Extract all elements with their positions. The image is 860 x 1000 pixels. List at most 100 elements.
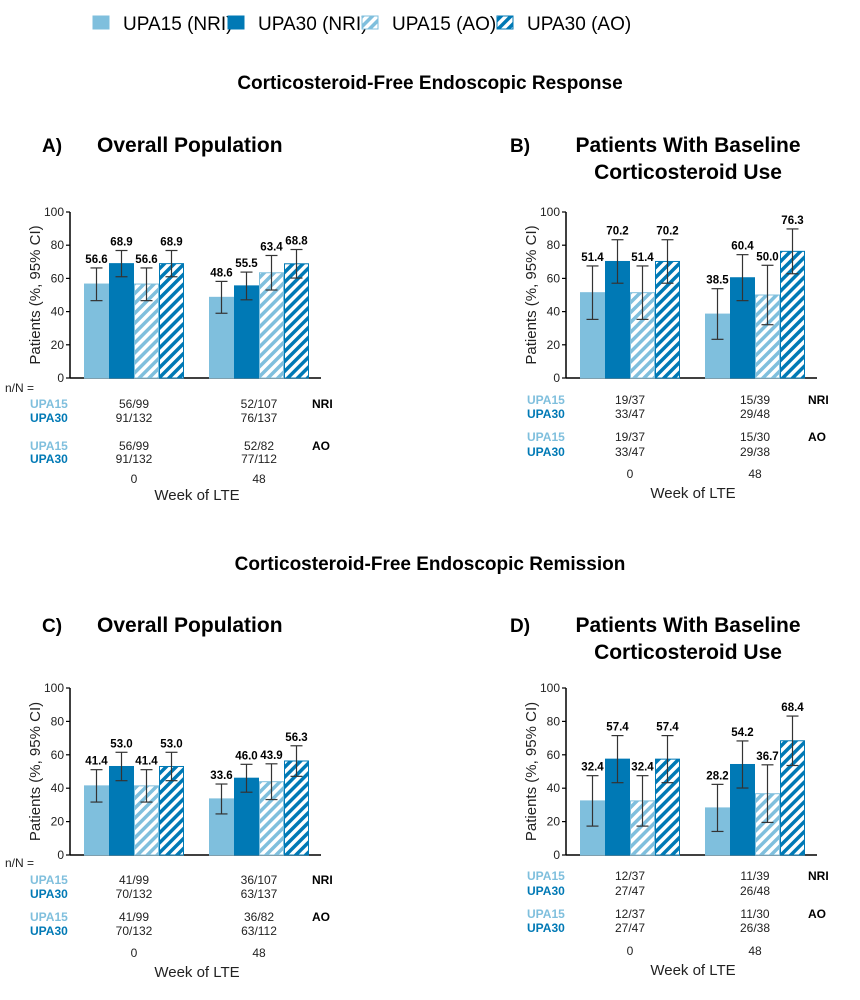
y-tick-label: 100 xyxy=(540,205,560,219)
table-cell: 11/30 xyxy=(740,907,769,921)
bar xyxy=(780,740,805,856)
table-row-label: UPA30 xyxy=(30,887,68,901)
y-tick-label: 0 xyxy=(57,371,64,385)
x-tick-label: 0 xyxy=(627,467,634,481)
y-axis-label: Patients (%, 95% CI) xyxy=(27,702,44,841)
x-tick-label: 48 xyxy=(748,944,762,958)
legend-label: UPA15 (AO) xyxy=(392,14,496,35)
panel-title: Overall Population xyxy=(97,134,283,157)
panel-b: B) Patients With Baseline Corticosteroid U… xyxy=(510,134,829,502)
panel-c: C) Overall Population 0 20 40 60 80 100Patients… xyxy=(5,614,333,981)
y-tick-label: 40 xyxy=(51,305,65,319)
table-cell: 63/112 xyxy=(241,924,277,938)
table-row-label: UPA15 xyxy=(527,907,565,921)
data-label: 41.4 xyxy=(135,756,158,768)
y-tick-label: 20 xyxy=(547,338,561,352)
table-row-label: UPA15 xyxy=(527,430,565,444)
y-tick-label: 80 xyxy=(547,238,561,252)
y-tick-label: 20 xyxy=(547,815,561,829)
y-tick-label: 0 xyxy=(553,371,560,385)
table-cell: 15/30 xyxy=(740,430,770,444)
table-cell: 33/47 xyxy=(615,407,645,421)
data-label: 63.4 xyxy=(260,241,283,253)
y-tick-label: 80 xyxy=(547,714,561,728)
x-axis-label: Week of LTE xyxy=(154,487,239,504)
data-label: 70.2 xyxy=(656,226,678,238)
y-tick-label: 40 xyxy=(51,781,65,795)
y-tick-label: 100 xyxy=(44,681,64,695)
table-row-label: UPA15 xyxy=(30,397,68,411)
panel-label: D) xyxy=(510,616,530,637)
data-label: 43.9 xyxy=(260,750,282,762)
data-label: 76.3 xyxy=(781,215,803,227)
data-label: 51.4 xyxy=(581,252,604,264)
y-tick-label: 60 xyxy=(547,748,561,762)
legend-label: UPA30 (AO) xyxy=(527,14,631,35)
table-cell: 52/107 xyxy=(241,397,278,411)
data-label: 56.3 xyxy=(285,732,307,744)
panel-label: C) xyxy=(42,616,62,637)
y-tick-label: 60 xyxy=(51,748,65,762)
y-tick-label: 80 xyxy=(51,238,65,252)
x-axis-label: Week of LTE xyxy=(154,964,239,981)
panel-title: Corticosteroid Use xyxy=(594,161,782,184)
table-cell: 33/47 xyxy=(615,445,645,459)
panel-a: A) Overall Population 0 20 40 60 80 100Patients… xyxy=(5,134,333,504)
nri-label: NRI xyxy=(312,873,333,887)
data-label: 46.0 xyxy=(235,750,257,762)
y-tick-label: 40 xyxy=(547,305,561,319)
data-label: 54.2 xyxy=(731,727,753,739)
legend: UPA15 (NRI) UPA30 (NRI) UPA15 (AO) UPA30 (A… xyxy=(92,14,631,35)
y-axis-label: Patients (%, 95% CI) xyxy=(27,225,44,364)
data-label: 60.4 xyxy=(731,241,754,253)
table-row-label: UPA15 xyxy=(30,439,68,453)
x-tick-label: 48 xyxy=(252,946,266,960)
bar xyxy=(234,285,259,379)
table-row-label: UPA30 xyxy=(527,445,565,459)
nri-label: NRI xyxy=(808,869,829,883)
table-row-label: UPA15 xyxy=(527,869,565,883)
bar xyxy=(234,777,259,856)
data-label: 50.0 xyxy=(756,251,778,263)
ao-label: AO xyxy=(312,910,330,924)
y-axis-label: Patients (%, 95% CI) xyxy=(523,225,540,364)
data-label: 53.0 xyxy=(110,738,132,750)
table-row-label: UPA30 xyxy=(30,452,68,466)
data-label: 48.6 xyxy=(210,267,232,279)
table-cell: 19/37 xyxy=(615,430,645,444)
data-label: 38.5 xyxy=(706,275,729,287)
x-tick-label: 48 xyxy=(748,467,762,481)
table-cell: 29/48 xyxy=(740,407,770,421)
ao-label: AO xyxy=(312,439,330,453)
x-axis-label: Week of LTE xyxy=(650,485,735,502)
table-cell: 15/39 xyxy=(740,393,770,407)
table-cell: 91/132 xyxy=(116,411,153,425)
panel-d: D) Patients With Baseline Corticosteroid U… xyxy=(510,614,829,979)
table-row-label: UPA15 xyxy=(30,910,68,924)
table-row-label: UPA15 xyxy=(527,393,565,407)
table-cell: 26/38 xyxy=(740,921,770,935)
legend-swatch xyxy=(496,15,514,30)
table-cell: 12/37 xyxy=(615,907,645,921)
data-label: 56.6 xyxy=(85,254,107,266)
panel-title: Patients With Baseline xyxy=(575,134,800,157)
table-cell: 36/107 xyxy=(241,873,278,887)
y-tick-label: 60 xyxy=(547,271,561,285)
table-cell: 76/137 xyxy=(241,411,278,425)
data-label: 57.4 xyxy=(656,722,679,734)
data-label: 53.0 xyxy=(160,738,182,750)
x-tick-label: 0 xyxy=(131,472,138,486)
nri-label: NRI xyxy=(808,393,829,407)
table-cell: 70/132 xyxy=(116,924,153,938)
table-cell: 77/112 xyxy=(241,452,277,466)
y-axis-label: Patients (%, 95% CI) xyxy=(523,702,540,841)
data-label: 51.4 xyxy=(631,252,654,264)
ao-label: AO xyxy=(808,907,826,921)
data-label: 36.7 xyxy=(756,751,778,763)
y-tick-label: 60 xyxy=(51,271,65,285)
data-label: 68.9 xyxy=(160,237,182,249)
data-label: 56.6 xyxy=(135,254,157,266)
data-label: 68.9 xyxy=(110,237,132,249)
table-cell: 27/47 xyxy=(615,884,645,898)
